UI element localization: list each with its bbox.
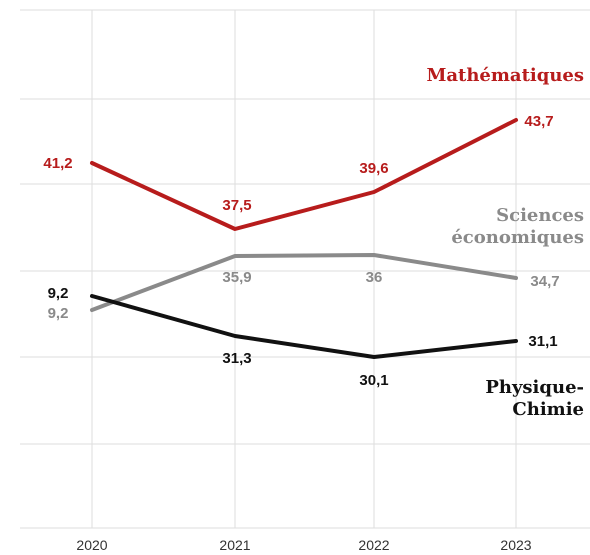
x-tick-label: 2022	[358, 537, 389, 553]
series-name: Mathématiques	[426, 65, 584, 86]
data-label: 31,3	[222, 350, 251, 367]
series-lines	[90, 118, 518, 359]
data-label: 35,9	[222, 269, 251, 286]
x-axis: 2020 2021 2022 2023	[76, 537, 531, 553]
data-label: 34,7	[530, 273, 559, 290]
data-labels: 41,2 37,5 39,6 43,7 9,2 35,9 36 34,7 9,2 31,3 30,1…	[43, 113, 559, 389]
data-label: 43,7	[524, 113, 553, 130]
data-label: 37,5	[222, 197, 251, 214]
series-name-line: Mathématiques	[426, 65, 584, 86]
data-label: 41,2	[43, 155, 72, 172]
data-label: 9,2	[48, 285, 69, 302]
series-line	[90, 294, 518, 359]
x-tick-label: 2023	[500, 537, 531, 553]
series-name-line: économiques	[451, 227, 584, 248]
grid	[20, 9, 590, 529]
series-name: Physique-Chimie	[485, 377, 584, 420]
series-name: Sciences économiques	[451, 205, 584, 248]
x-tick-label: 2020	[76, 537, 107, 553]
series-line	[90, 253, 518, 312]
series-line	[90, 118, 518, 231]
data-label: 31,1	[528, 333, 557, 350]
data-label: 36	[366, 269, 383, 286]
x-tick-label: 2021	[219, 537, 250, 553]
data-label: 9,2	[48, 305, 69, 322]
series-name-line: Sciences	[496, 205, 584, 226]
data-label: 30,1	[359, 372, 388, 389]
series-name-line: Physique-	[485, 377, 584, 398]
data-label: 39,6	[359, 160, 388, 177]
series-names: Mathématiques Sciences économiques Physique…	[426, 65, 584, 420]
series-name-line: Chimie	[512, 399, 584, 420]
